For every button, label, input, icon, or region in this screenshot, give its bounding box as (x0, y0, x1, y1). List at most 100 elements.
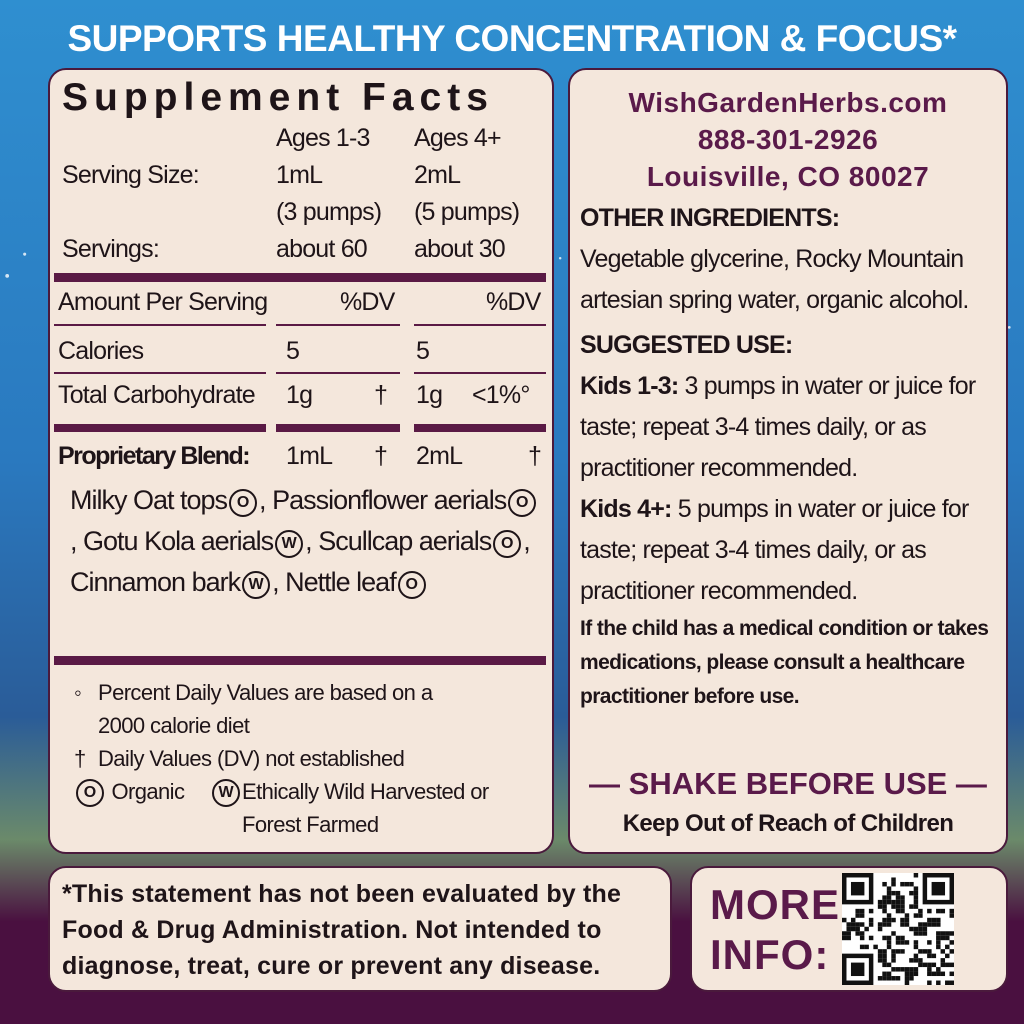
qr-module (909, 904, 914, 909)
qr-module (913, 886, 919, 891)
keep-out: Keep Out of Reach of Children (622, 810, 954, 837)
separator: , (259, 485, 266, 515)
qr-module (918, 926, 923, 932)
qr-module (913, 931, 919, 936)
qr-module (945, 931, 950, 936)
qr-module (945, 935, 950, 941)
qr-module (846, 926, 851, 932)
ingredient: Milky Oat tops (70, 485, 228, 515)
qr-module (900, 895, 905, 900)
qr-module (945, 944, 950, 950)
qr-module (949, 940, 954, 945)
qr-module (850, 926, 856, 932)
qr-finder (931, 881, 946, 896)
qr-module (891, 904, 896, 909)
qr-module (895, 904, 901, 909)
qr-module (913, 967, 919, 972)
use-text: 5 pumps in water or juice for taste; rep… (580, 495, 969, 605)
qr-module (931, 962, 937, 968)
qr-module (882, 949, 887, 954)
qr-module (913, 944, 919, 950)
qr-module (900, 940, 905, 945)
serving-size: (5 pumps) (414, 198, 520, 226)
qr-module (882, 895, 887, 900)
star (23, 252, 27, 256)
footnote-text: Percent Daily Values are based on a 2000… (98, 680, 433, 738)
qr-module (945, 953, 950, 959)
qr-module (927, 908, 932, 914)
use-label: Kids 4+: (580, 495, 672, 523)
qr-module (882, 917, 887, 923)
qr-module (891, 877, 896, 882)
qr-module (886, 940, 892, 945)
qr-module (900, 881, 905, 887)
qr-module (909, 926, 914, 932)
qr-module (904, 940, 910, 945)
qr-module (927, 922, 932, 927)
qr-module (855, 913, 860, 918)
qr-module (913, 904, 919, 909)
serving-size: 1mL (276, 161, 323, 189)
qr-module (850, 917, 856, 923)
rule (414, 372, 546, 374)
qr-module (913, 913, 919, 918)
qr-module (877, 899, 883, 905)
qr-module (891, 967, 896, 972)
servings-label: Servings: (62, 235, 160, 263)
qr-module (850, 922, 856, 927)
shake: — SHAKE BEFORE USE — (589, 766, 987, 801)
qr-module (882, 958, 887, 963)
qr-module (859, 935, 865, 941)
qr-module (886, 935, 892, 941)
row-label: Total Carbohydrate (58, 381, 256, 409)
use-label: Kids 1-3: (580, 372, 679, 400)
qr-module (909, 971, 914, 977)
qr-module (927, 949, 932, 954)
ingredient: Gotu Kola aerials (83, 526, 274, 556)
ingredients: Milky Oat tops O, Passionflower aerials O,… (70, 480, 540, 603)
qr-module (900, 935, 905, 941)
divider (414, 424, 546, 432)
qr-module (909, 890, 914, 896)
other-ingredients: Vegetable glycerine, Rocky Mountain arte… (580, 245, 969, 314)
qr-module (949, 980, 954, 985)
qr-module (900, 899, 905, 905)
value: 2mL (416, 442, 463, 470)
qr-module (891, 881, 896, 887)
qr-module (895, 899, 901, 905)
qr-module (909, 881, 914, 887)
qr-module (936, 931, 941, 936)
ingredient: Passionflower aerials (272, 485, 507, 515)
qr-module (895, 890, 901, 896)
qr-module (873, 944, 878, 950)
value: 1g (286, 381, 313, 409)
qr-finder (922, 873, 954, 905)
organic-mark: O (229, 489, 258, 517)
qr-finder (842, 873, 874, 905)
qr-module (859, 908, 865, 914)
qr-module (927, 967, 932, 972)
qr-module (886, 944, 892, 950)
qr-module (891, 899, 896, 905)
qr-module (842, 917, 847, 923)
qr-module (877, 904, 883, 909)
divider (276, 424, 400, 432)
star (5, 273, 10, 278)
divider (54, 424, 266, 432)
qr-module (868, 935, 874, 941)
qr-module (882, 922, 887, 927)
qr-module (882, 953, 887, 959)
qr-module (918, 949, 923, 954)
section-heading: OTHER INGREDIENTS: (580, 204, 840, 232)
qr-module (931, 953, 937, 959)
qr-module (877, 953, 883, 959)
qr-module (882, 935, 887, 941)
dv: † (374, 442, 388, 470)
qr-module (936, 917, 941, 923)
qr-module (882, 908, 887, 914)
organic-mark: O (493, 530, 522, 558)
qr-module (882, 904, 887, 909)
website: WishGardenHerbs.com (628, 87, 948, 118)
qr-module (909, 976, 914, 981)
